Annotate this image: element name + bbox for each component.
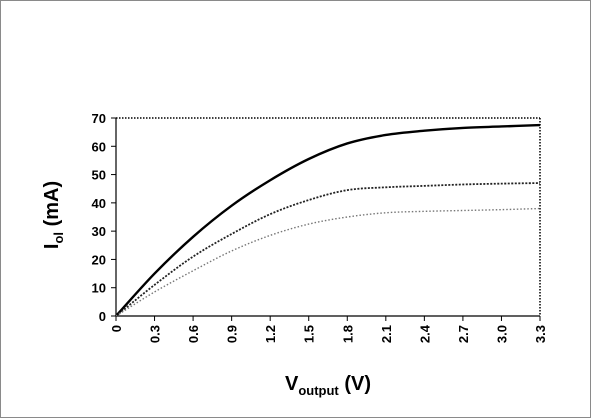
plot-area (116, 118, 540, 316)
x-tick-label: 1.5 (302, 325, 317, 343)
y-tick-label: 0 (99, 309, 106, 324)
x-tick-label: 0.3 (148, 325, 163, 343)
x-tick-label: 2.4 (417, 324, 432, 343)
x-axis-title-main: V (285, 373, 299, 395)
y-tick-label: 20 (92, 252, 106, 267)
plot-background (116, 118, 540, 316)
y-tick-label: 50 (92, 168, 106, 183)
y-axis-title-main: I (41, 244, 63, 250)
x-tick-label: 0 (109, 325, 124, 332)
y-axis-title-unit: (mA) (41, 181, 63, 232)
x-axis-title-sub: output (298, 383, 339, 398)
x-tick-label: 1.2 (263, 325, 278, 343)
x-tick-label: 3.3 (533, 325, 548, 343)
y-tick-label: 40 (92, 196, 106, 211)
x-tick-label: 3.0 (494, 325, 509, 343)
x-tick-label: 0.9 (225, 325, 240, 343)
x-tick-label: 2.1 (379, 325, 394, 343)
y-tick-label: 70 (92, 111, 106, 126)
x-tick-label: 0.6 (186, 325, 201, 343)
series-line-1 (115, 123, 541, 317)
series-line-2 (115, 182, 541, 317)
x-axis-title: Voutput (V) (285, 373, 371, 398)
x-axis-title-unit: (V) (339, 373, 371, 395)
y-tick-label: 30 (92, 224, 106, 239)
y-tick-label: 60 (92, 139, 106, 154)
x-tick-label: 1.8 (340, 325, 355, 343)
y-axis-title-sub: ol (51, 232, 66, 244)
y-axis-title: Iol (mA) (41, 181, 66, 249)
y-tick-label: 10 (92, 281, 106, 296)
x-tick-label: 2.7 (456, 325, 471, 343)
